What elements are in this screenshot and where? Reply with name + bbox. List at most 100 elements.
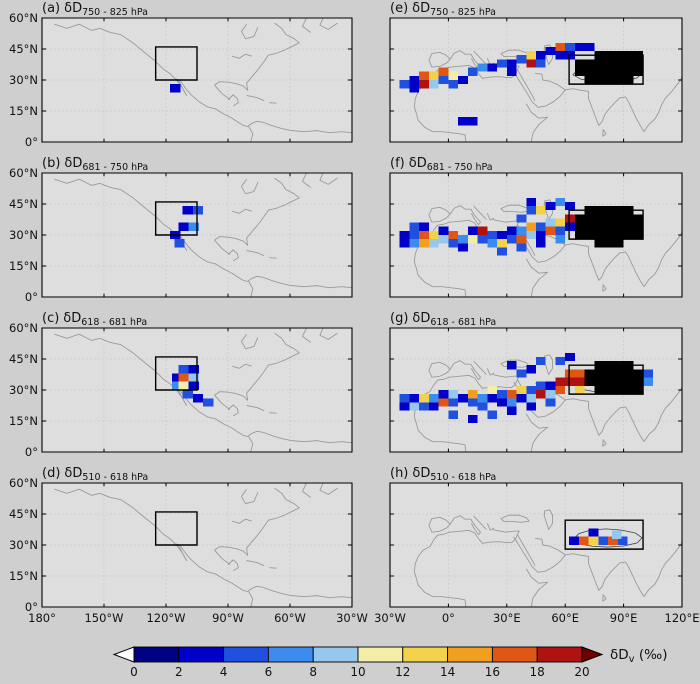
grid-cell bbox=[623, 75, 634, 85]
lat-tick-label-row1: 30°N bbox=[9, 228, 38, 242]
colorbar-segment bbox=[357, 646, 404, 663]
lat-tick-label-row0: 60°N bbox=[9, 11, 38, 25]
grid-cell bbox=[588, 536, 599, 545]
grid-cell bbox=[428, 394, 439, 403]
panel-d-unit: hPa bbox=[131, 472, 149, 483]
colorbar-label: δDv (‰) bbox=[610, 647, 668, 665]
coastline-path bbox=[215, 23, 300, 99]
grid-cell bbox=[526, 51, 536, 60]
colorbar-segment bbox=[447, 646, 493, 663]
grid-cell bbox=[584, 222, 595, 231]
coastline-path bbox=[302, 18, 310, 32]
grid-cell bbox=[506, 361, 517, 370]
graticule bbox=[390, 328, 682, 452]
colorbar-tick-label: 2 bbox=[175, 665, 183, 679]
lat-tick-label-row0: 30°N bbox=[9, 73, 38, 87]
coastline-path bbox=[565, 89, 588, 92]
grid-cell bbox=[536, 239, 546, 248]
grid-cell bbox=[399, 402, 410, 411]
coastline-path bbox=[487, 523, 494, 530]
grid-cell bbox=[526, 222, 536, 231]
panel-border bbox=[42, 483, 352, 607]
panel-f-unit: hPa bbox=[475, 162, 493, 173]
panel-c-map bbox=[42, 328, 352, 452]
coastline-path bbox=[302, 173, 310, 187]
lat-tick-label-row1: 60°N bbox=[9, 166, 38, 180]
grid-cell bbox=[604, 230, 614, 240]
grid-cell bbox=[174, 239, 185, 248]
grid-cell bbox=[613, 59, 624, 68]
colorbar-segment bbox=[178, 646, 225, 663]
graticule bbox=[42, 328, 352, 452]
coastline-path bbox=[474, 206, 487, 219]
coastline-path bbox=[247, 406, 265, 411]
colorbar-tick-label: 12 bbox=[395, 665, 410, 679]
grid-cell bbox=[623, 59, 634, 68]
lon-tick-label-left: 150°W bbox=[84, 611, 124, 625]
grid-cell bbox=[467, 398, 478, 407]
lat-tick-label-row2: 0° bbox=[24, 445, 38, 459]
coastline-path bbox=[249, 437, 253, 453]
grid-cell bbox=[506, 235, 517, 244]
grid-cell bbox=[584, 42, 595, 52]
grid-cell bbox=[613, 222, 624, 231]
grid-cell bbox=[565, 369, 575, 378]
panel-f-variable: δD bbox=[408, 156, 427, 171]
panel-f-map bbox=[390, 173, 682, 297]
colorbar-segment bbox=[491, 646, 538, 663]
cells-layer bbox=[399, 197, 644, 256]
colorbar-label-var: δD bbox=[610, 647, 629, 663]
coastline-path bbox=[603, 285, 606, 292]
grid-cell bbox=[584, 75, 595, 85]
grid-cell bbox=[604, 214, 614, 223]
study-region-box bbox=[569, 210, 643, 239]
lat-tick-label-row0: 0° bbox=[24, 135, 38, 149]
coastline-path bbox=[589, 246, 644, 286]
lat-tick-label-row0: 15°N bbox=[9, 104, 38, 118]
grid-cell bbox=[536, 230, 546, 240]
grid-cell bbox=[565, 377, 575, 386]
coastline-path bbox=[565, 399, 588, 402]
panel-e-unit: hPa bbox=[478, 7, 497, 18]
grid-cell bbox=[487, 63, 498, 72]
coastlines bbox=[414, 510, 682, 607]
colorbar-segment bbox=[267, 646, 314, 663]
colorbar-over-arrow bbox=[581, 646, 604, 663]
grid-cell bbox=[613, 385, 624, 395]
grid-cell bbox=[613, 67, 624, 76]
grid-cell bbox=[506, 406, 517, 415]
grid-cell bbox=[516, 243, 527, 252]
grid-cell bbox=[545, 46, 556, 56]
grid-cell bbox=[428, 239, 439, 248]
grid-cell bbox=[536, 390, 546, 399]
grid-cell bbox=[170, 84, 181, 93]
grid-cell bbox=[399, 230, 410, 240]
grid-cell bbox=[526, 394, 536, 403]
grid-cell bbox=[497, 398, 507, 407]
coastline-path bbox=[450, 206, 470, 214]
panel-b-unit: hPa bbox=[131, 162, 149, 173]
coastline-path bbox=[429, 362, 450, 377]
panel-h-variable: δD bbox=[412, 466, 431, 481]
grid-cell bbox=[574, 214, 585, 223]
grid-cell bbox=[467, 235, 478, 244]
grid-cell bbox=[633, 377, 644, 386]
coastline-path bbox=[247, 561, 265, 566]
grid-cell bbox=[497, 247, 507, 256]
panel-d-map bbox=[42, 483, 352, 607]
grid-cell bbox=[555, 42, 566, 52]
panel-g-variable: δD bbox=[412, 311, 431, 326]
coastline-path bbox=[514, 72, 566, 108]
lon-tick-label-right: 90°E bbox=[609, 611, 638, 625]
coastline-path bbox=[487, 213, 494, 220]
grid-cell bbox=[428, 402, 439, 411]
grid-cell bbox=[536, 59, 546, 68]
grid-cell bbox=[613, 230, 624, 240]
grid-cell bbox=[188, 381, 200, 390]
lat-tick-label-row3: 0° bbox=[24, 600, 38, 614]
grid-cell bbox=[555, 356, 566, 366]
coastline-path bbox=[232, 54, 252, 58]
panel-g-unit: hPa bbox=[479, 317, 497, 328]
grid-cell bbox=[613, 239, 624, 248]
panel-d-variable: δD bbox=[64, 466, 83, 481]
